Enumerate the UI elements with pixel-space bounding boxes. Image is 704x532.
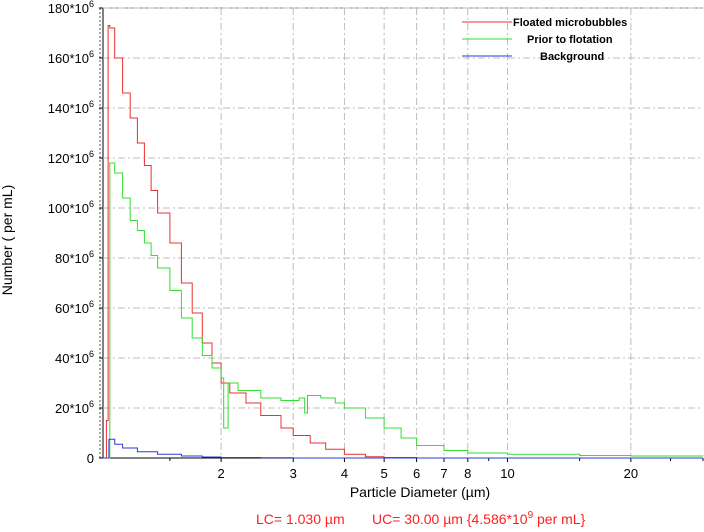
footer-uc-prefix: UC= 30.00 µm {4.586*10 [372,511,528,527]
y-tick-label: 140*106 [48,99,94,116]
x-axis-title: Particle Diameter (µm) [350,484,490,500]
y-tick-label-base: 80*10 [55,251,89,266]
y-tick-label: 0 [87,451,94,466]
grid-lines [103,7,703,458]
y-tick-label-base: 0 [87,451,94,466]
footer-uc: UC= 30.00 µm {4.586*109 per mL} [372,510,586,527]
x-tick-label: 10 [500,466,514,481]
y-tick-label: 40*106 [55,349,94,366]
x-tick-label: 8 [464,466,471,481]
legend-label-background: Background [540,51,604,63]
x-tick-label: 20 [624,466,638,481]
y-tick-label-exp: 6 [89,249,94,259]
y-tick-label-base: 160*10 [48,51,89,66]
y-tick-label-exp: 6 [89,49,94,59]
y-tick-label: 180*106 [48,0,94,16]
y-axis-title: Number ( per mL) [0,185,15,295]
y-tick-label: 160*106 [48,49,94,66]
x-tick-labels: 2 3 4 5 6 7 8 10 20 [169,458,704,481]
y-tick-label-base: 60*10 [55,301,89,316]
footer-uc-exp: 9 [528,510,534,521]
y-tick-label-exp: 6 [89,99,94,109]
x-tick-label: 5 [381,466,388,481]
x-tick-label: 7 [440,466,447,481]
y-tick-label-base: 180*10 [48,1,89,16]
x-tick-label: 2 [217,466,224,481]
x-tick-label: 3 [290,466,297,481]
x-tick-label: 4 [341,466,348,481]
y-tick-label: 80*106 [55,249,94,266]
y-tick-label: 100*106 [48,199,94,216]
y-tick-labels: 020*10640*10660*10680*106100*106120*1061… [48,0,103,466]
series-line-background [103,438,703,459]
y-tick-label-exp: 6 [89,299,94,309]
series-line-prior-to-flotation [103,162,704,459]
legend: Floated microbubbles Prior to flotation … [462,17,627,63]
series-lines [103,25,704,459]
y-tick-label-exp: 6 [89,149,94,159]
y-tick-label: 60*106 [55,299,94,316]
footer-lc: LC= 1.030 µm [256,511,345,527]
y-tick-label-base: 140*10 [48,101,89,116]
y-tick-label-exp: 6 [89,349,94,359]
legend-label-prior: Prior to flotation [527,34,613,46]
y-tick-label-exp: 6 [89,199,94,209]
footer-uc-suffix: per mL} [533,511,585,527]
series-line-floated-microbubbles [103,25,703,459]
legend-label-floated: Floated microbubbles [513,17,627,29]
y-tick-label: 20*106 [55,399,94,416]
y-tick-label-base: 100*10 [48,201,89,216]
y-tick-label-base: 120*10 [48,151,89,166]
y-tick-label-base: 20*10 [55,401,89,416]
y-tick-label-exp: 6 [89,0,94,9]
y-tick-label-base: 40*10 [55,351,89,366]
y-tick-label-exp: 6 [89,399,94,409]
y-tick-label: 120*106 [48,149,94,166]
x-tick-label: 6 [413,466,420,481]
